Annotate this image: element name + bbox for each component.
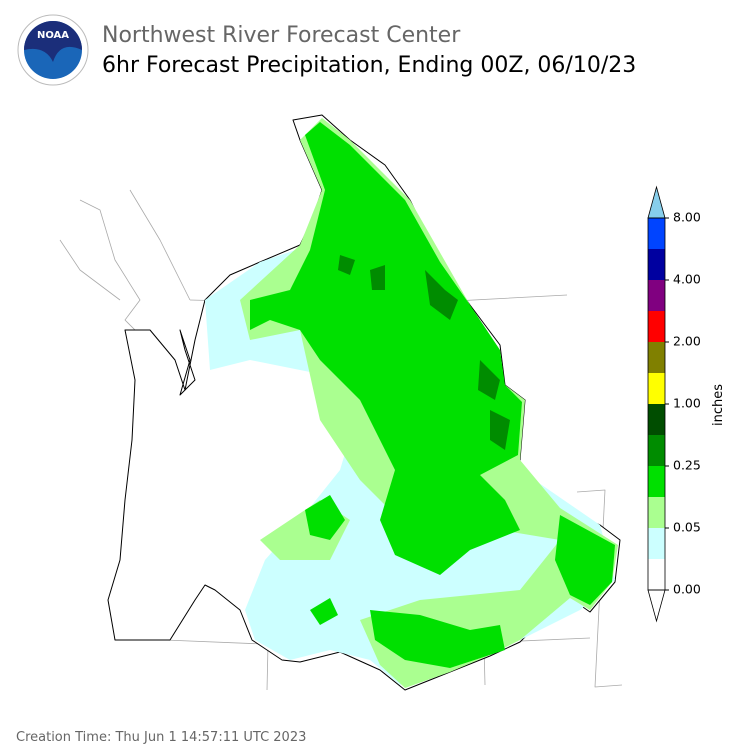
- logo-top: [24, 21, 82, 62]
- colorbar-segment: [648, 373, 665, 404]
- colorbar-segment: [648, 528, 665, 559]
- colorbar-segment: [648, 466, 665, 497]
- creation-time: Creation Time: Thu Jun 1 14:57:11 UTC 20…: [16, 730, 306, 745]
- colorbar-label: inches: [711, 384, 726, 426]
- colorbar-segment: [648, 311, 665, 342]
- colorbar-tick-label: 2.00: [673, 334, 701, 349]
- colorbar-tick-label: 4.00: [673, 272, 701, 287]
- colorbar: 0.00 0.05 0.25 1.00 2.00 4.00 8.00: [647, 185, 701, 623]
- puget-sound: [179, 329, 196, 396]
- logo-text: NOAA: [37, 30, 69, 41]
- colorbar-segment: [648, 435, 665, 466]
- colorbar-tick-label: 0.25: [673, 458, 701, 473]
- precip-darkgreen: [338, 255, 510, 450]
- colorbar-segment: [648, 342, 665, 373]
- colorbar-tick-label: 0.00: [673, 582, 701, 597]
- colorbar-segment: [648, 280, 665, 311]
- colorbar-tick-label: 1.00: [673, 396, 701, 411]
- colorbar-segment: [648, 404, 665, 435]
- colorbar-segment: [648, 249, 665, 280]
- colorbar-tick-label: 8.00: [673, 210, 701, 225]
- subtitle: 6hr Forecast Precipitation, Ending 00Z, …: [102, 53, 636, 78]
- map: [59, 114, 623, 691]
- colorbar-segment: [648, 559, 665, 590]
- colorbar-over: [647, 185, 666, 219]
- colorbar-under: [647, 589, 666, 623]
- colorbar-segment: [648, 218, 665, 249]
- title: Northwest River Forecast Center: [102, 23, 461, 48]
- colorbar-segment: [648, 497, 665, 528]
- colorbar-tick-label: 0.05: [673, 520, 701, 535]
- noaa-logo: NOAA: [17, 14, 89, 86]
- precip-green: [250, 122, 615, 668]
